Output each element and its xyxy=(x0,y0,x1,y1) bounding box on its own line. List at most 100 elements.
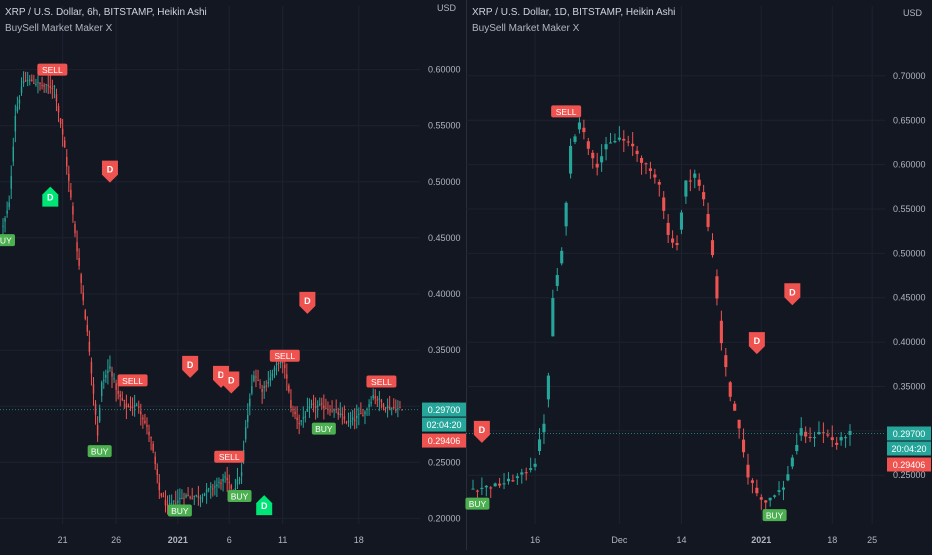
candle-body xyxy=(197,495,200,498)
candle-body xyxy=(577,122,581,130)
candle-body xyxy=(300,420,302,422)
candle-body xyxy=(286,374,288,379)
candle-body xyxy=(388,406,391,409)
candle-body xyxy=(662,197,666,211)
candle-body xyxy=(140,411,142,415)
candle-body xyxy=(24,80,27,82)
d-marker xyxy=(473,420,490,443)
x-tick-label: 14 xyxy=(676,535,686,545)
candle-body xyxy=(37,81,39,83)
candle-body xyxy=(312,403,315,405)
candle-body xyxy=(88,341,91,352)
candle-body xyxy=(290,400,292,408)
d-marker-text: D xyxy=(107,165,114,175)
d-marker-text: D xyxy=(218,370,225,380)
candle-body xyxy=(177,500,179,504)
candle-body xyxy=(573,136,577,142)
candle-body xyxy=(259,383,261,385)
candle-body xyxy=(319,403,321,405)
x-tick-label: 25 xyxy=(867,535,877,545)
candle-body xyxy=(347,421,350,423)
candle-body xyxy=(199,497,202,499)
candle-body xyxy=(755,487,759,494)
sell-signal-text: SELL xyxy=(371,377,392,387)
candle-body xyxy=(358,413,360,415)
candle-body xyxy=(341,413,344,416)
sell-signal-text: SELL xyxy=(274,351,295,361)
candle-body xyxy=(101,382,103,396)
candle-body xyxy=(240,472,243,476)
candle-body xyxy=(520,472,524,475)
candle-body xyxy=(251,386,253,394)
candle-body xyxy=(156,469,158,475)
candle-body xyxy=(349,420,352,422)
candle-body xyxy=(321,403,323,405)
candle-body xyxy=(273,367,276,372)
candle-body xyxy=(368,404,370,408)
candle-body xyxy=(746,464,750,478)
prev-price-text: 0.29406 xyxy=(428,436,461,446)
prev-price-badge xyxy=(887,457,931,472)
candle-body xyxy=(133,405,136,407)
x-tick-label: 18 xyxy=(354,535,364,545)
candle-body xyxy=(4,218,6,222)
currency-label-right[interactable]: USD xyxy=(903,8,923,18)
candle-body xyxy=(275,363,278,366)
countdown-text: 20:04:20 xyxy=(891,444,926,454)
candle-body xyxy=(195,494,198,496)
candle-body xyxy=(170,502,173,504)
candle-body xyxy=(622,138,626,141)
candle-body xyxy=(249,398,251,407)
candle-body xyxy=(68,173,70,181)
candle-body xyxy=(105,374,107,378)
candle-body xyxy=(790,457,794,467)
candle-body xyxy=(376,399,379,401)
candle-body xyxy=(247,414,249,423)
candle-body xyxy=(22,81,25,84)
prev-price-text: 0.29406 xyxy=(893,460,926,470)
candle-body xyxy=(210,486,212,488)
currency-label-left[interactable]: USD xyxy=(437,3,457,13)
last-price-badge xyxy=(422,402,466,417)
candle-body xyxy=(343,416,346,420)
candle-body xyxy=(337,412,339,415)
candle-body xyxy=(799,428,803,436)
countdown-text: 02:04:20 xyxy=(426,420,461,430)
candle-body xyxy=(564,202,568,227)
candle-body xyxy=(688,180,692,182)
sell-signal-badge xyxy=(551,105,582,118)
candle-body xyxy=(39,82,41,84)
candle-body xyxy=(515,476,519,479)
candle-body xyxy=(185,495,187,498)
indicator-name-left: BuySell Market Maker X xyxy=(5,23,113,34)
d-marker xyxy=(101,160,118,183)
candle-body xyxy=(80,274,82,283)
buy-signal-badge xyxy=(227,489,252,502)
buy-signal-badge xyxy=(87,445,112,458)
candle-body xyxy=(135,404,138,406)
candle-body xyxy=(41,84,43,86)
candle-body xyxy=(18,99,21,104)
candle-body xyxy=(786,474,790,481)
candle-body xyxy=(657,181,661,185)
candle-body xyxy=(92,384,95,394)
candle-body xyxy=(719,320,723,344)
candle-body xyxy=(360,413,362,415)
candle-body xyxy=(31,79,33,82)
sell-signal-text: SELL xyxy=(42,65,63,75)
candle-body xyxy=(59,118,62,125)
y-tick-label: 0.45000 xyxy=(893,293,926,303)
x-tick-label: 26 xyxy=(111,535,121,545)
x-tick-label: 6 xyxy=(227,535,232,545)
candle-body xyxy=(812,437,817,439)
candle-body xyxy=(835,442,839,445)
candle-body xyxy=(94,403,97,415)
y-tick-label: 0.70000 xyxy=(893,71,926,81)
candle-body xyxy=(90,361,93,374)
candle-body xyxy=(316,405,319,407)
candle-body xyxy=(374,396,376,399)
candle-body xyxy=(390,407,393,409)
candle-body xyxy=(386,405,389,409)
